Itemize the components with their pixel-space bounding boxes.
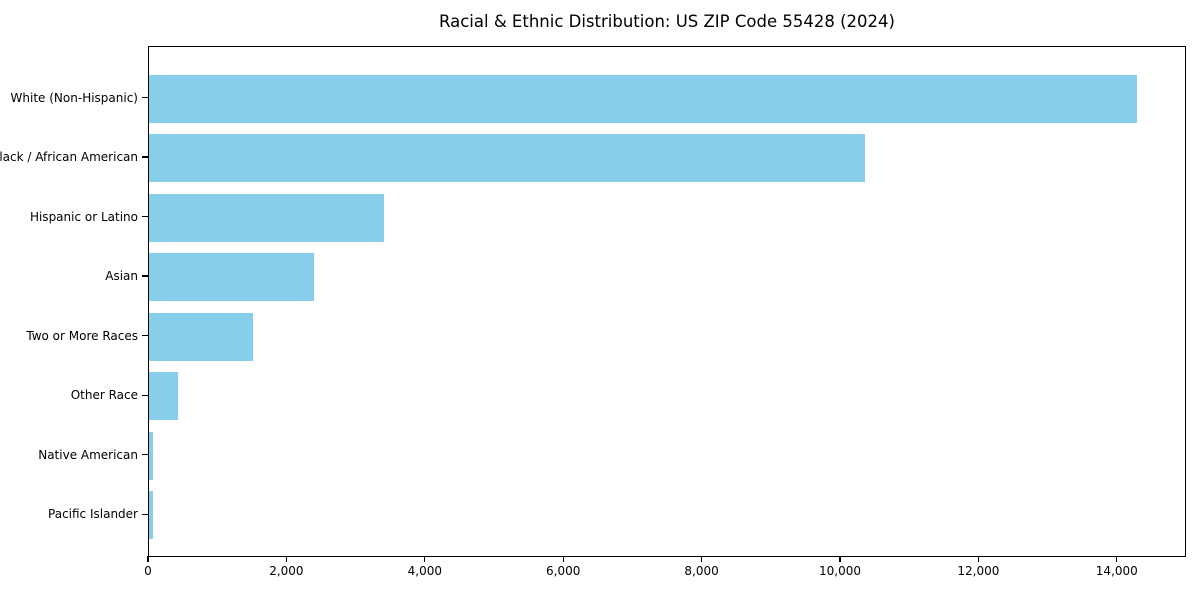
y-tick-label-asian: Asian: [105, 269, 138, 284]
bar-hispanic-or-latino: [149, 193, 384, 242]
x-tick-mark-12000: [977, 556, 980, 562]
x-tick-label-0: 0: [144, 564, 152, 578]
chart-title: Racial & Ethnic Distribution: US ZIP Cod…: [439, 12, 895, 31]
x-tick-label-8000: 8,000: [684, 564, 719, 578]
y-tick-label-other-race: Other Race: [70, 388, 138, 403]
x-tick-mark-8000: [700, 556, 703, 562]
y-tick-mark-hispanic-or-latino: [142, 215, 148, 218]
x-tick-label-2000: 2,000: [269, 564, 304, 578]
y-tick-label-black-african-american: Black / African American: [0, 150, 138, 165]
x-tick-label-6000: 6,000: [546, 564, 581, 578]
y-tick-label-pacific-islander: Pacific Islander: [48, 507, 138, 522]
bar-native-american: [149, 431, 154, 480]
bar-pacific-islander: [149, 491, 153, 540]
x-tick-label-4000: 4,000: [407, 564, 442, 578]
x-tick-label-12000: 12,000: [957, 564, 1000, 578]
x-tick-mark-6000: [562, 556, 564, 562]
y-tick-mark-two-or-more-races: [142, 335, 148, 337]
x-tick-mark-0: [147, 556, 149, 562]
y-tick-mark-black-african-american: [142, 156, 148, 158]
x-tick-label-14000: 14,000: [1095, 564, 1138, 578]
y-tick-label-native-american: Native American: [38, 447, 138, 462]
bar-black-african-american: [149, 134, 866, 183]
x-tick-mark-14000: [1116, 556, 1118, 562]
bar-white-non-hispanic: [149, 74, 1137, 123]
bar-two-or-more-races: [149, 312, 253, 361]
y-tick-label-two-or-more-races: Two or More Races: [26, 328, 138, 343]
x-tick-label-10000: 10,000: [819, 564, 861, 578]
bar-asian: [149, 253, 314, 302]
y-tick-label-white-non-hispanic: White (Non-Hispanic): [10, 90, 138, 105]
y-tick-mark-pacific-islander: [142, 513, 148, 516]
bar-other-race: [149, 372, 179, 421]
plot-area: [148, 46, 1186, 557]
x-tick-mark-10000: [839, 556, 841, 562]
x-tick-mark-4000: [424, 556, 426, 562]
y-tick-mark-other-race: [142, 394, 148, 396]
y-tick-label-hispanic-or-latino: Hispanic or Latino: [29, 209, 138, 224]
x-tick-mark-2000: [285, 556, 288, 562]
y-tick-mark-asian: [142, 275, 148, 277]
y-tick-mark-white-non-hispanic: [142, 96, 148, 99]
y-tick-mark-native-american: [142, 454, 148, 456]
